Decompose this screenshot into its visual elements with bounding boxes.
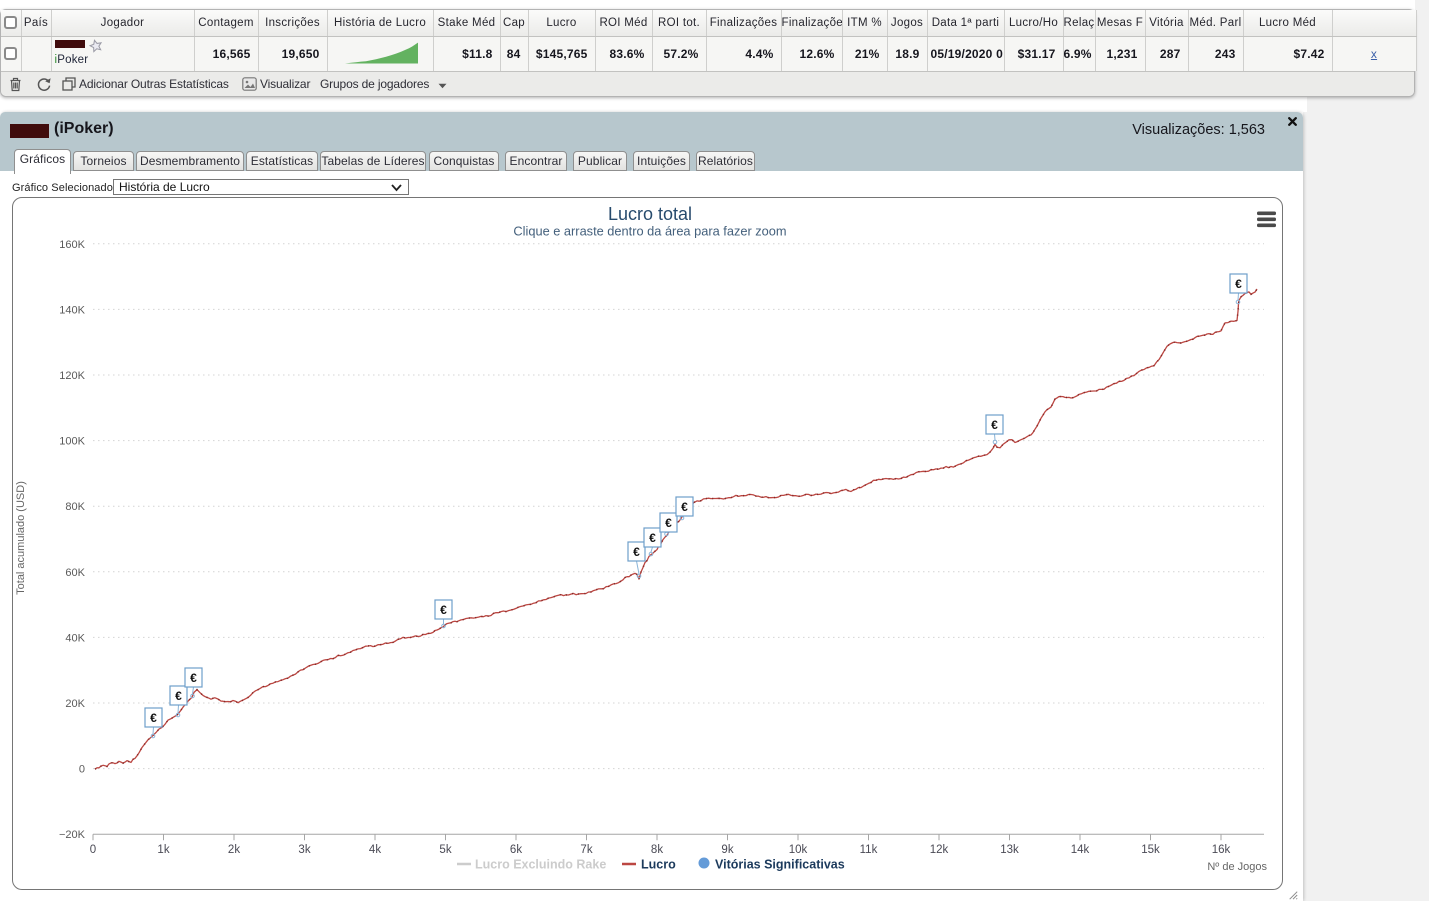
svg-text:40K: 40K <box>65 632 85 644</box>
svg-text:6k: 6k <box>510 844 522 856</box>
svg-text:€: € <box>991 418 998 432</box>
svg-text:15k: 15k <box>1141 844 1160 856</box>
svg-text:€: € <box>190 671 197 685</box>
svg-text:9k: 9k <box>721 844 733 856</box>
svg-text:140K: 140K <box>59 304 85 316</box>
svg-text:11k: 11k <box>860 844 878 856</box>
svg-text:−20K: −20K <box>59 829 86 841</box>
svg-text:16k: 16k <box>1212 844 1231 856</box>
svg-text:Clique e arraste dentro da áre: Clique e arraste dentro da área para faz… <box>513 224 786 239</box>
svg-text:€: € <box>1235 277 1242 291</box>
svg-text:12k: 12k <box>930 844 949 856</box>
svg-text:100K: 100K <box>59 436 85 448</box>
svg-text:60K: 60K <box>65 567 85 579</box>
svg-text:Total acumulado (USD): Total acumulado (USD) <box>15 481 27 595</box>
svg-text:€: € <box>649 531 656 545</box>
svg-text:Vitórias Significativas: Vitórias Significativas <box>715 858 845 872</box>
svg-text:8k: 8k <box>651 844 663 856</box>
svg-text:14k: 14k <box>1071 844 1090 856</box>
svg-text:Lucro total: Lucro total <box>608 204 692 224</box>
svg-text:1k: 1k <box>157 844 169 856</box>
svg-text:4k: 4k <box>369 844 381 856</box>
svg-text:160K: 160K <box>59 239 85 251</box>
svg-text:5k: 5k <box>439 844 451 856</box>
svg-text:0: 0 <box>90 844 96 856</box>
svg-text:€: € <box>440 603 447 617</box>
svg-text:3k: 3k <box>298 844 310 856</box>
svg-text:20K: 20K <box>65 698 85 710</box>
svg-text:80K: 80K <box>65 501 85 513</box>
svg-text:10k: 10k <box>789 844 808 856</box>
svg-text:Nº de Jogos: Nº de Jogos <box>1207 861 1267 873</box>
svg-text:€: € <box>681 500 688 514</box>
svg-text:2k: 2k <box>228 844 240 856</box>
svg-text:7k: 7k <box>580 844 592 856</box>
svg-text:Lucro: Lucro <box>641 858 676 872</box>
svg-text:0: 0 <box>79 764 85 776</box>
svg-text:120K: 120K <box>59 370 85 382</box>
svg-text:€: € <box>633 545 640 559</box>
svg-text:Lucro Excluindo Rake: Lucro Excluindo Rake <box>475 858 606 872</box>
svg-text:13k: 13k <box>1000 844 1019 856</box>
svg-text:€: € <box>175 689 182 703</box>
svg-text:€: € <box>150 711 157 725</box>
svg-text:€: € <box>665 516 672 530</box>
